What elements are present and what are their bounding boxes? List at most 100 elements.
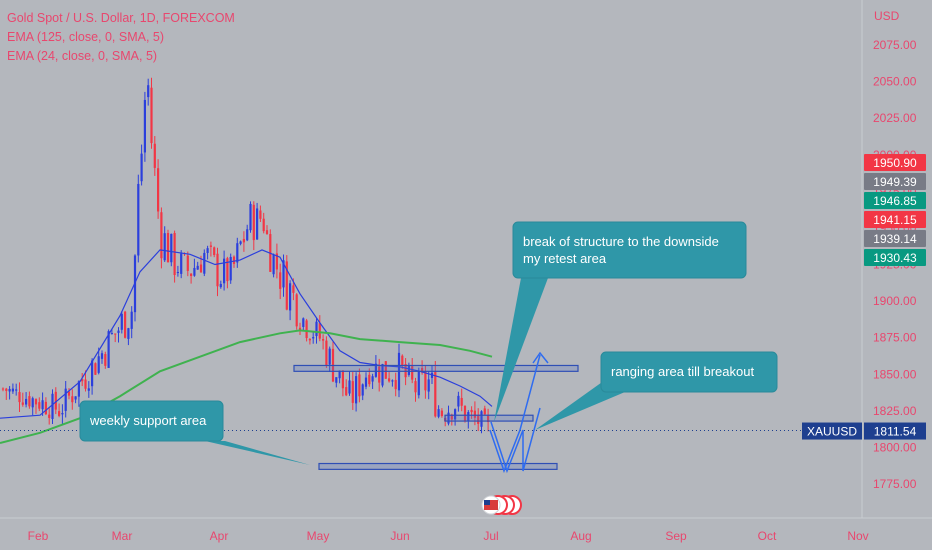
candle-body — [173, 232, 176, 275]
candle-body — [364, 377, 368, 387]
candle-body — [1, 388, 5, 390]
candle-body — [401, 355, 404, 366]
candle-body — [391, 380, 394, 382]
price-badge: 1950.90 — [864, 154, 926, 171]
candle — [246, 224, 249, 242]
candle-body — [384, 361, 387, 379]
candle-body — [21, 402, 24, 405]
candle-body — [84, 379, 87, 389]
candle-body — [450, 414, 453, 420]
candle — [295, 293, 298, 330]
candle — [345, 379, 348, 397]
legend-title[interactable]: Gold Spot / U.S. Dollar, 1D, FOREXCOM — [7, 11, 235, 25]
symbol-badge-bg — [802, 422, 862, 440]
candle-body — [457, 395, 460, 407]
candle — [470, 406, 473, 419]
candle-body — [64, 388, 67, 411]
resistance-zone — [293, 364, 579, 372]
callout-tail — [494, 278, 548, 422]
candle-body — [67, 391, 71, 396]
legend-ema-24[interactable]: EMA (24, close, 0, SMA, 5) — [7, 49, 158, 63]
candle-body — [249, 203, 252, 231]
candle-body — [473, 410, 476, 418]
flag-icon-stripes — [484, 500, 498, 510]
candle — [308, 338, 311, 345]
candle-body — [163, 233, 166, 261]
last-price-badge-bg — [864, 422, 926, 440]
y-tick-label: 1875.00 — [873, 331, 917, 345]
candle — [190, 273, 193, 284]
candle — [1, 387, 5, 392]
candle — [282, 254, 285, 297]
candle-body — [421, 368, 424, 373]
candle-body — [190, 273, 193, 277]
candle-body — [292, 285, 295, 293]
candle-body — [143, 99, 146, 153]
candle-body — [463, 405, 467, 422]
candle-body — [44, 401, 47, 415]
candle-body — [259, 210, 262, 219]
candle-body — [265, 230, 269, 234]
candle — [341, 370, 344, 397]
candle — [298, 322, 302, 336]
y-tick-label: 2025.00 — [873, 111, 917, 125]
candle — [127, 327, 130, 346]
candle-body — [203, 252, 206, 274]
candle-body — [246, 229, 249, 241]
candle-body — [18, 392, 21, 403]
candle — [256, 202, 259, 240]
legend-ema-125[interactable]: EMA (125, close, 0, SMA, 5) — [7, 30, 165, 44]
candle-body — [160, 212, 163, 259]
economic-events-marker — [481, 495, 522, 515]
callout-box — [600, 351, 778, 393]
price-badge-value: 1941.15 — [873, 213, 917, 227]
candle — [104, 351, 107, 369]
candle — [374, 355, 377, 378]
candle — [483, 405, 486, 415]
candle — [157, 159, 160, 219]
candle-body — [213, 247, 216, 256]
candle — [124, 310, 127, 339]
candle — [226, 256, 229, 289]
candle-body — [275, 253, 278, 270]
candle — [338, 370, 341, 384]
candle-body — [348, 380, 351, 394]
candle — [236, 237, 239, 268]
candle-body — [345, 387, 348, 396]
candle — [394, 372, 397, 397]
candle-body — [374, 363, 377, 377]
candles — [1, 77, 490, 434]
candle — [173, 230, 176, 283]
candle-body — [87, 388, 90, 391]
candle-body — [361, 384, 364, 396]
candle-body — [256, 208, 259, 240]
price-badge: 1930.43 — [864, 249, 926, 266]
candle — [312, 332, 315, 344]
flag-icon-canton — [484, 500, 490, 505]
x-tick-label: Jul — [483, 529, 498, 543]
candle — [335, 377, 338, 388]
candle — [315, 318, 318, 344]
candle-body — [341, 370, 344, 389]
candle-body — [427, 379, 430, 392]
candle — [18, 382, 21, 413]
candle — [97, 347, 100, 375]
candle-body — [223, 258, 226, 284]
candle — [203, 249, 206, 277]
candle-body — [302, 318, 305, 327]
candle-body — [130, 311, 133, 329]
candle — [81, 373, 84, 387]
callout-box — [79, 400, 224, 442]
x-tick-label: May — [307, 529, 330, 543]
projection-arrow-head — [532, 351, 549, 364]
candle-body — [97, 356, 100, 373]
candle — [91, 358, 94, 395]
candle — [358, 368, 361, 403]
candle-body — [305, 320, 308, 339]
candle-body — [236, 243, 239, 263]
candle — [61, 404, 64, 425]
candle-body — [137, 183, 140, 256]
candle — [31, 396, 34, 416]
candle — [361, 383, 364, 401]
